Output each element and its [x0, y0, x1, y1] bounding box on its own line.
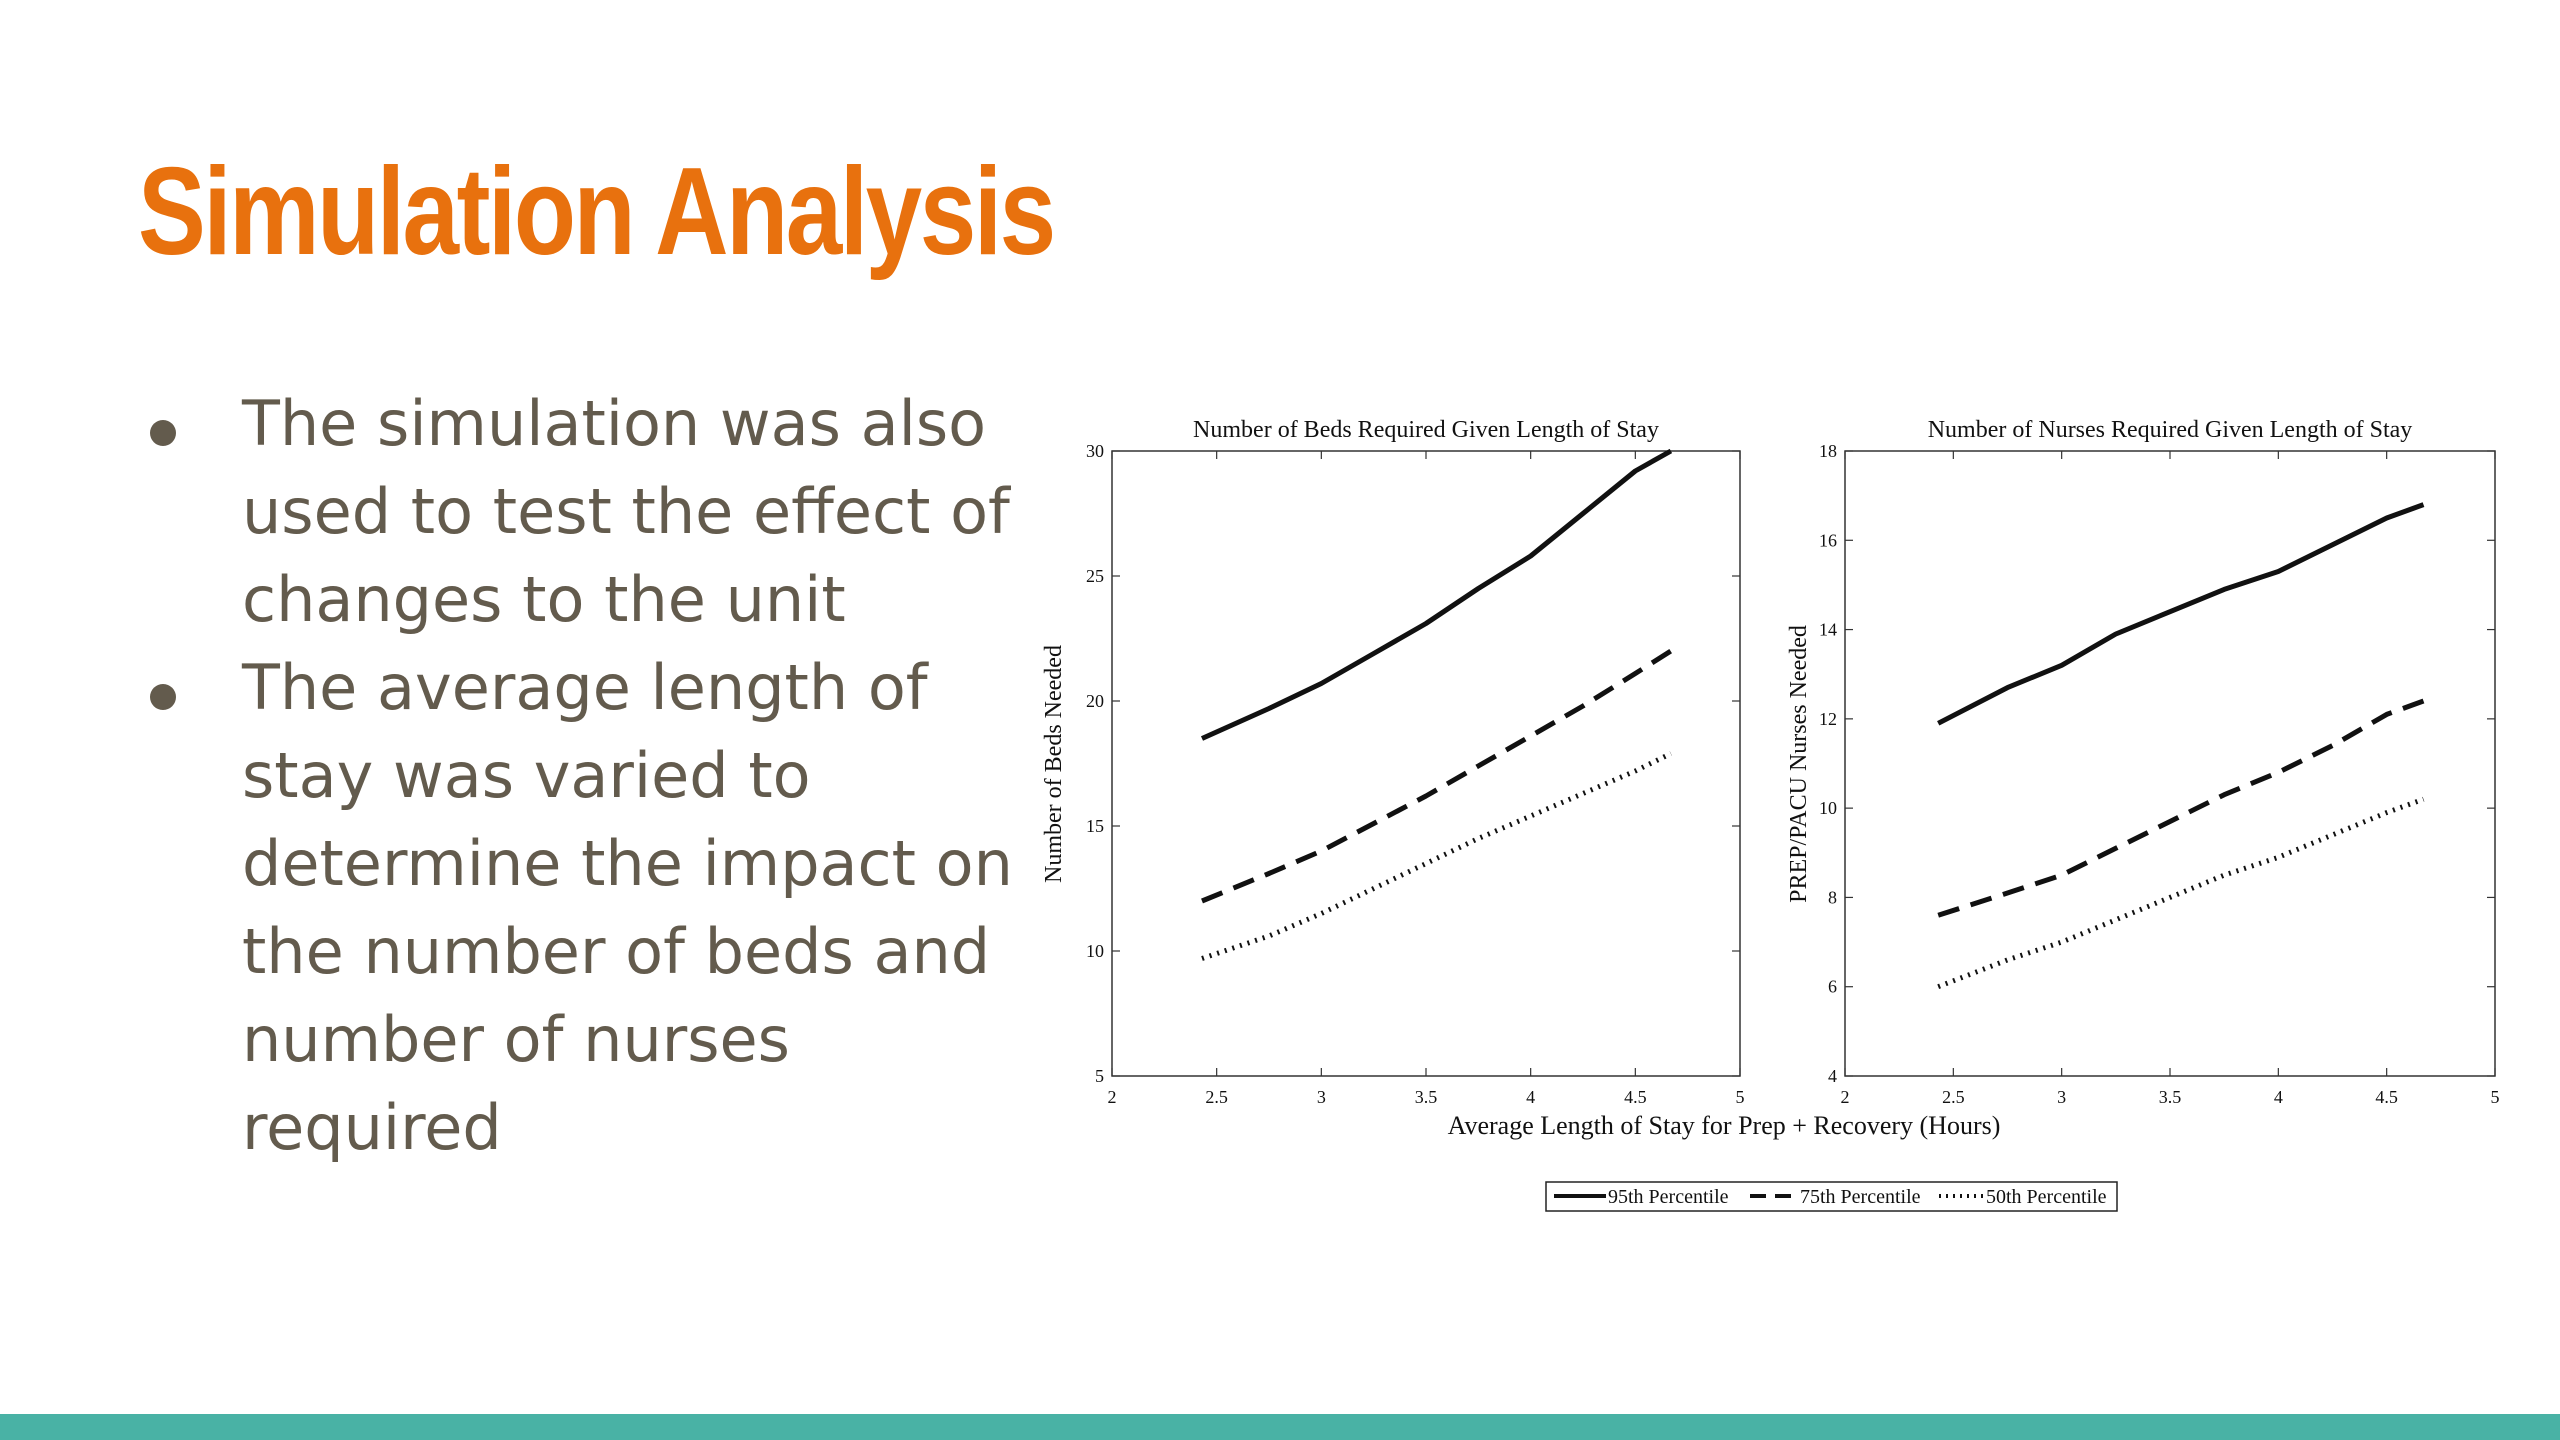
x-tick-label: 2.5 — [1205, 1087, 1228, 1107]
bullet-item: The average length of stay was varied to… — [140, 644, 1020, 1172]
y-axis-label: Number of Beds Needed — [1041, 645, 1067, 883]
chart-figure: Number of Beds Required Given Length of … — [1040, 400, 2530, 1230]
series-line-dotted — [1201, 751, 1673, 961]
bullet-dot-icon — [150, 420, 176, 446]
legend-label: 75th Percentile — [1800, 1186, 1921, 1208]
plot-frame — [1111, 450, 1741, 1077]
y-tick-label: 10 — [1086, 941, 1104, 961]
bullet-dot-icon — [150, 684, 176, 710]
slide-title: Simulation Analysis — [138, 143, 1056, 281]
x-tick-label: 2.5 — [1942, 1087, 1965, 1107]
y-tick-label: 14 — [1819, 620, 1837, 640]
y-tick-label: 4 — [1828, 1066, 1837, 1086]
y-tick-label: 5 — [1095, 1066, 1104, 1086]
y-tick-label: 15 — [1086, 816, 1104, 836]
bullet-line: number of nurses — [242, 1003, 790, 1076]
y-tick-label: 8 — [1828, 887, 1837, 907]
bullet-text: The average length of stay was varied to… — [242, 644, 1020, 1172]
x-tick-label: 4 — [1526, 1087, 1535, 1107]
x-tick-label: 5 — [2491, 1087, 2500, 1107]
bullet-line: required — [242, 1091, 502, 1164]
chart-title: Number of Nurses Required Given Length o… — [1928, 417, 2413, 443]
series-line-dashed — [1937, 698, 2425, 918]
series-line-solid — [1937, 502, 2425, 726]
x-tick-label: 4.5 — [1624, 1087, 1647, 1107]
series-line-dashed — [1201, 648, 1673, 904]
chart-title: Number of Beds Required Given Length of … — [1193, 417, 1659, 443]
bullet-line: The simulation was also — [242, 387, 987, 460]
legend-label: 50th Percentile — [1986, 1186, 2107, 1208]
plot-frame — [1844, 450, 2496, 1077]
x-tick-label: 4.5 — [2375, 1087, 2398, 1107]
x-tick-label: 3 — [2057, 1087, 2066, 1107]
footer-bar — [0, 1414, 2560, 1440]
chart-figure-svg: Number of Beds Required Given Length of … — [1041, 417, 2500, 1212]
x-axis-label: Average Length of Stay for Prep + Recove… — [1448, 1111, 2001, 1140]
legend-label: 95th Percentile — [1608, 1186, 1729, 1208]
legend-box — [1545, 1181, 2118, 1212]
y-tick-label: 25 — [1086, 566, 1104, 586]
x-tick-label: 3.5 — [1415, 1087, 1438, 1107]
bullet-item: The simulation was also used to test the… — [140, 380, 1020, 644]
y-tick-label: 30 — [1086, 441, 1104, 461]
y-tick-label: 16 — [1819, 530, 1837, 550]
y-tick-label: 18 — [1819, 441, 1837, 461]
x-tick-label: 2 — [1108, 1087, 1117, 1107]
bullet-line: changes to the unit — [242, 563, 846, 636]
y-tick-label: 6 — [1828, 977, 1837, 997]
x-tick-label: 3 — [1317, 1087, 1326, 1107]
legend: 95th Percentile 75th Percentile 50th Per… — [1545, 1181, 2118, 1212]
bullet-text: The simulation was also used to test the… — [242, 380, 1020, 644]
x-tick-label: 2 — [1841, 1087, 1850, 1107]
bullet-line: determine the impact on — [242, 827, 1013, 900]
x-tick-label: 4 — [2274, 1087, 2283, 1107]
y-axis-label: PREP/PACU Nurses Needed — [1786, 625, 1812, 903]
bullet-line: the number of beds and — [242, 915, 991, 988]
y-tick-label: 20 — [1086, 691, 1104, 711]
bullet-line: stay was varied to — [242, 739, 811, 812]
series-line-solid — [1200, 448, 1673, 741]
y-tick-label: 10 — [1819, 798, 1837, 818]
bullet-list: The simulation was also used to test the… — [140, 380, 1020, 1172]
bullet-line: The average length of — [242, 651, 928, 724]
x-tick-label: 5 — [1736, 1087, 1745, 1107]
x-tick-label: 3.5 — [2159, 1087, 2182, 1107]
y-tick-label: 12 — [1819, 709, 1837, 729]
bullet-line: used to test the effect of — [242, 475, 1010, 548]
